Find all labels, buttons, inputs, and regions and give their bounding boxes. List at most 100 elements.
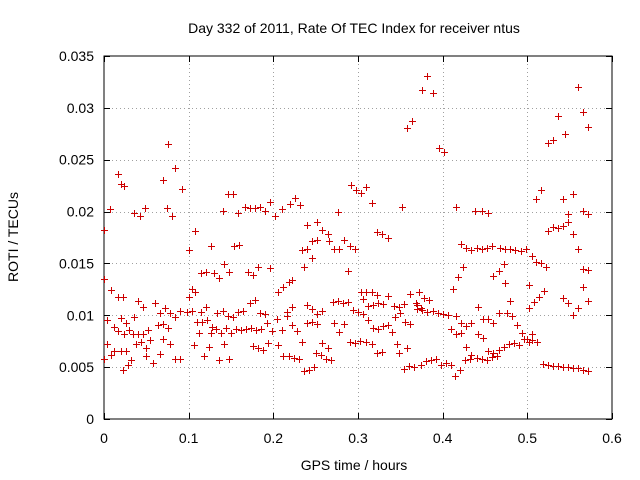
data-point [347,243,354,250]
data-point [157,310,164,317]
data-point [355,309,362,316]
data-point [265,340,272,347]
data-point [135,298,142,305]
data-point [468,352,475,359]
data-point [353,187,360,194]
data-point [509,313,516,320]
data-point [335,298,342,305]
data-point [433,356,440,363]
data-point [511,340,518,347]
data-point [137,213,144,220]
data-point [218,330,225,337]
data-point [262,208,269,215]
data-point [121,183,128,190]
data-point [436,145,443,152]
data-point [374,350,381,357]
data-point [536,294,543,301]
data-point [580,266,587,273]
data-point [541,288,548,295]
data-point [245,269,252,276]
data-point [336,329,343,336]
data-point [484,357,491,364]
data-point [560,196,567,203]
data-point [121,331,128,338]
data-point [457,367,464,374]
data-point [474,245,481,252]
data-point [319,308,326,315]
data-point [258,326,265,333]
data-point [125,362,132,369]
data-point [555,363,562,370]
data-point [221,341,228,348]
data-point [167,341,174,348]
data-point [335,209,342,216]
data-point [363,339,370,346]
data-point [272,213,279,220]
data-point [101,356,108,363]
data-point [496,268,503,275]
data-point [550,224,557,231]
data-point [221,261,228,268]
data-point [242,204,249,211]
data-point [435,310,442,317]
data-point [565,300,572,307]
data-point [490,320,497,327]
data-point [406,363,413,370]
data-point [407,291,414,298]
data-point [189,286,196,293]
data-point [240,308,247,315]
data-point [421,295,428,302]
data-point [475,304,482,311]
data-point [330,299,337,306]
data-point [172,314,179,321]
data-point [506,341,513,348]
data-point [189,308,196,315]
data-point [575,305,582,312]
data-point [228,330,235,337]
data-point [140,331,147,338]
data-point [253,327,260,334]
data-point [235,309,242,316]
data-point [284,313,291,320]
data-point [392,314,399,321]
data-point [235,210,242,217]
data-point [468,320,475,327]
data-point [396,304,403,311]
data-point [533,259,540,266]
data-point [458,241,465,248]
data-point [490,273,497,280]
data-point [514,322,521,329]
data-point [468,247,475,254]
data-point [220,208,227,215]
data-point [201,353,208,360]
data-point [585,298,592,305]
data-point [448,362,455,369]
data-point [299,339,306,346]
data-points [101,73,592,380]
data-point [365,317,372,324]
data-point [160,321,167,328]
data-point [313,350,320,357]
data-point [160,336,167,343]
data-point [104,341,111,348]
data-point [580,109,587,116]
data-point [323,356,330,363]
data-point [289,322,296,329]
x-axis-label: GPS time / hours [301,457,408,473]
data-point [534,339,541,346]
data-point [326,238,333,245]
data-point [203,269,210,276]
data-point [196,330,203,337]
data-point [143,345,150,352]
data-point [585,124,592,131]
data-point [401,301,408,308]
data-point [496,347,503,354]
data-point [467,356,474,363]
data-point [269,328,276,335]
data-point [184,309,191,316]
data-point [247,300,254,307]
data-point [186,247,193,254]
data-point [380,301,387,308]
data-point [306,367,313,374]
